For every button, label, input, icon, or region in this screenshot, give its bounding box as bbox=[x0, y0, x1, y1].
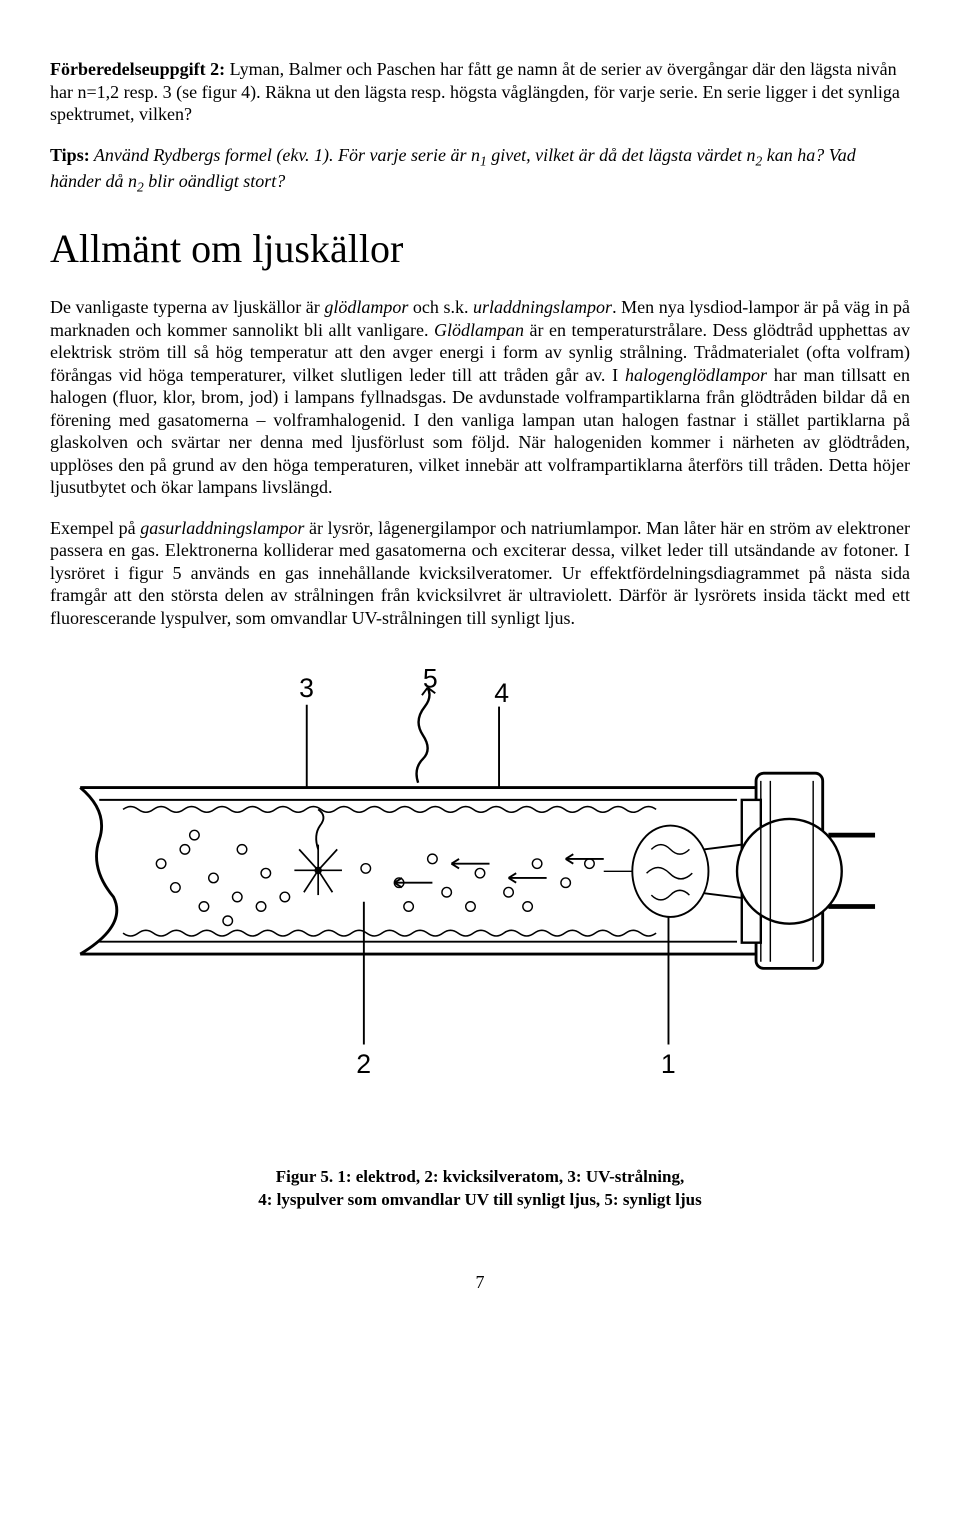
tips-italic-1: Använd Rydbergs formel (ekv. 1). För var… bbox=[90, 145, 480, 165]
page-number: 7 bbox=[50, 1271, 910, 1294]
body-paragraph-1: De vanligaste typerna av ljuskällor är g… bbox=[50, 296, 910, 499]
figure-label-2: 2 bbox=[356, 1050, 371, 1080]
caption-line-1: Figur 5. 1: elektrod, 2: kvicksilveratom… bbox=[276, 1167, 684, 1186]
section-heading: Allmänt om ljuskällor bbox=[50, 224, 910, 274]
body-1: och s.k. bbox=[408, 297, 473, 317]
tips-sub1: 1 bbox=[480, 153, 487, 168]
caption-line-2: 4: lyspulver som omvandlar UV till synli… bbox=[258, 1190, 701, 1209]
figure-label-3: 3 bbox=[299, 674, 314, 704]
body-i2: urladdningslampor bbox=[473, 297, 612, 317]
body-i4: halogenglödlampor bbox=[625, 365, 767, 385]
body-i5: gasurladdningslampor bbox=[140, 518, 304, 538]
body-i1: glödlampor bbox=[324, 297, 408, 317]
body-5a: Exempel på bbox=[50, 518, 140, 538]
tips-end: blir oändligt stort? bbox=[144, 171, 286, 191]
figure-label-1: 1 bbox=[661, 1050, 676, 1080]
task-paragraph: Förberedelseuppgift 2: Lyman, Balmer och… bbox=[50, 58, 910, 126]
body-i3: Glödlampan bbox=[434, 320, 524, 340]
figure-caption: Figur 5. 1: elektrod, 2: kvicksilveratom… bbox=[50, 1166, 910, 1210]
tips-mid: givet, vilket är då det lägsta värdet n bbox=[487, 145, 756, 165]
body-paragraph-2: Exempel på gasurladdningslampor är lysrö… bbox=[50, 517, 910, 630]
tips-bold: Tips: bbox=[50, 145, 90, 165]
task-title-bold: Förberedelseuppgift 2: bbox=[50, 59, 225, 79]
body-pre: De vanligaste typerna av ljuskällor är bbox=[50, 297, 324, 317]
figure-5: 3 5 4 2 1 bbox=[50, 659, 910, 1210]
task-tips: Tips: Använd Rydbergs formel (ekv. 1). F… bbox=[50, 144, 910, 197]
figure-5-svg: 3 5 4 2 1 bbox=[70, 659, 890, 1154]
figure-label-4: 4 bbox=[494, 678, 509, 708]
tips-sub3: 2 bbox=[137, 180, 144, 195]
